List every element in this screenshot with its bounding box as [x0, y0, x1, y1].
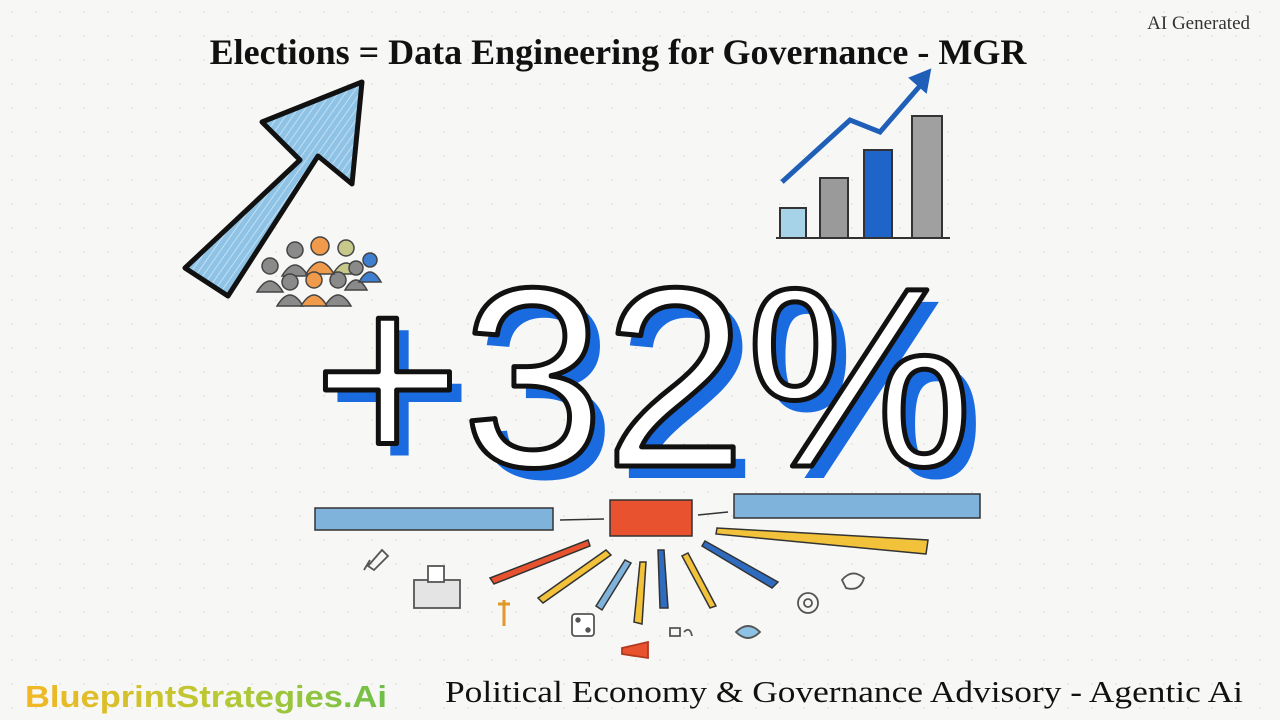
growth-chart-icon [776, 68, 950, 239]
slide-title: Elections = Data Engineering for Governa… [210, 32, 1028, 72]
crowd-icon [255, 236, 383, 307]
small-icons [363, 548, 866, 660]
ai-badge: AI Generated [1147, 13, 1250, 34]
headline-value: +32% [313, 235, 973, 521]
timeline-illustration [314, 493, 981, 625]
arrow-illustration [182, 79, 365, 299]
headline-shadow: +32% [325, 247, 985, 533]
brand-name: BlueprintStrategies.Ai [25, 679, 387, 714]
headline-group: +32% +32% [311, 233, 986, 534]
tagline: Political Economy & Governance Advisory … [445, 674, 1243, 709]
